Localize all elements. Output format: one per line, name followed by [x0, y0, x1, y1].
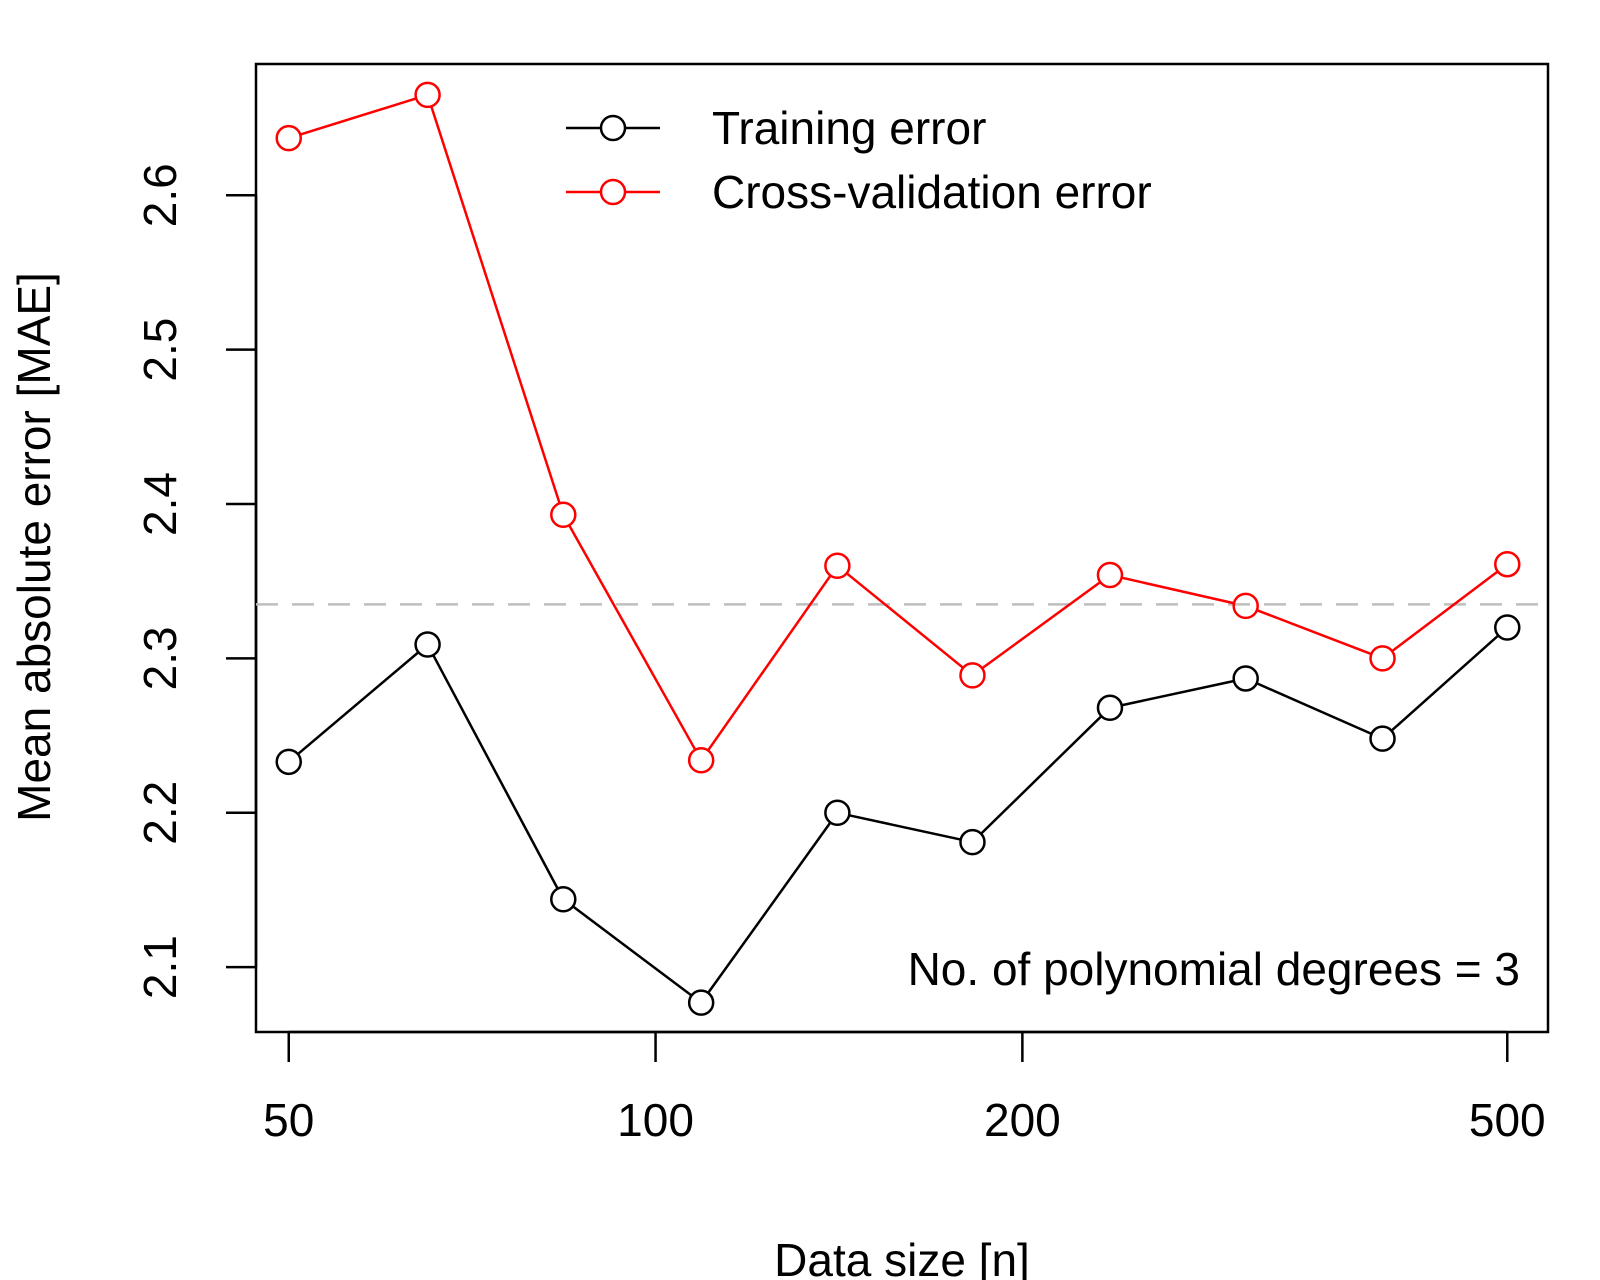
- x-tick-label: 100: [617, 1094, 694, 1146]
- y-tick-label: 2.5: [134, 318, 186, 382]
- data-point: [414, 631, 441, 658]
- legend-marker: [599, 114, 627, 142]
- series-line-segment: [1391, 570, 1499, 653]
- data-point: [414, 81, 441, 109]
- data-point: [1232, 665, 1259, 692]
- x-tick-label: 50: [263, 1094, 314, 1146]
- data-point: [959, 828, 986, 856]
- data-point: [1096, 694, 1124, 722]
- data-point: [275, 748, 302, 776]
- data-point: [275, 124, 302, 152]
- y-tick-label: 2.3: [134, 626, 186, 690]
- series-line-segment: [707, 821, 832, 994]
- series-line-segment: [980, 715, 1103, 835]
- y-axis-title: Mean absolute error [MAE]: [8, 272, 60, 822]
- y-tick-label: 2.1: [134, 935, 186, 999]
- series-line-segment: [845, 572, 964, 669]
- data-point: [1369, 725, 1396, 752]
- legend-marker: [599, 178, 627, 206]
- x-tick-label: 500: [1469, 1094, 1546, 1146]
- series-line-segment: [432, 654, 559, 890]
- x-axis-title: Data size [n]: [774, 1234, 1030, 1280]
- legend: Training error Cross-validation error: [566, 102, 1152, 218]
- series-line-segment: [1390, 634, 1500, 732]
- series-line-segment: [299, 97, 417, 136]
- series-line-segment: [1256, 682, 1373, 735]
- series-line-segment: [568, 524, 697, 751]
- x-axis: 50 100 200 500: [263, 1030, 1546, 1146]
- data-point: [1232, 592, 1259, 620]
- data-point: [1096, 561, 1124, 589]
- series-line-segment: [572, 905, 693, 997]
- data-point: [959, 662, 986, 689]
- x-tick-label: 200: [984, 1094, 1061, 1146]
- series-line-segment: [297, 651, 420, 756]
- data-point: [1494, 614, 1521, 641]
- series-line-segment: [1256, 609, 1372, 656]
- series-line-segment: [848, 814, 962, 841]
- legend-label: Cross-validation error: [712, 166, 1152, 218]
- series-line-segment: [430, 105, 561, 504]
- data-point: [824, 552, 851, 580]
- series-line-segment: [1121, 576, 1235, 605]
- data-point: [1369, 645, 1396, 672]
- annotation: No. of polynomial degrees = 3: [908, 943, 1520, 995]
- data-point: [824, 799, 851, 827]
- series-training: [275, 614, 1521, 1016]
- y-tick-label: 2.4: [134, 472, 186, 536]
- data-point: [687, 747, 715, 774]
- series-line-segment: [707, 574, 832, 752]
- y-axis: 2.1 2.2 2.3 2.4 2.5 2.6: [134, 163, 258, 999]
- data-point: [550, 885, 577, 913]
- series-layer: [275, 81, 1521, 1016]
- data-point: [550, 501, 577, 529]
- series-line-segment: [1121, 679, 1235, 707]
- y-tick-label: 2.6: [134, 163, 186, 227]
- series-line-segment: [981, 581, 1102, 670]
- data-point: [687, 989, 715, 1016]
- series-cross-validation: [275, 81, 1521, 774]
- legend-label: Training error: [712, 102, 986, 154]
- data-point: [1494, 550, 1521, 578]
- y-tick-label: 2.2: [134, 781, 186, 845]
